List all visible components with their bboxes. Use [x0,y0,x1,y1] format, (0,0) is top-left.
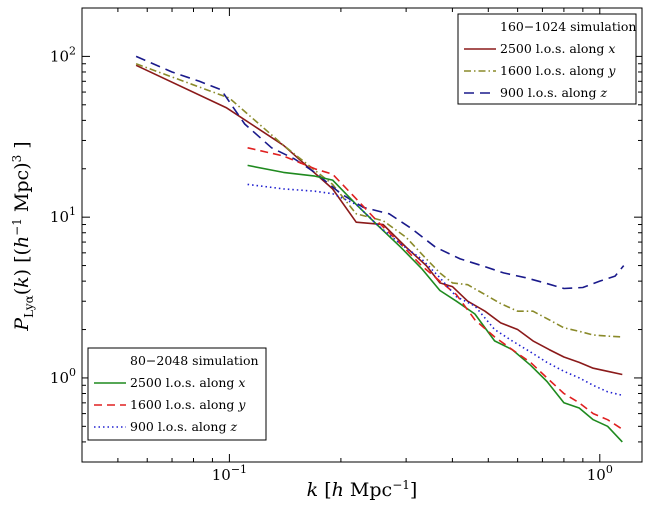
axis-ticks: 10−1 100 100 101 102 [50,7,642,484]
legend-label-s80z: 900 l.o.s. along z [130,419,237,434]
legend-label-s160x: 2500 l.o.s. along x [500,41,615,56]
x-tick-label: 100 [587,463,613,484]
legend-label-s80y: 1600 l.o.s. along y [130,397,246,412]
y-tick-label: 102 [50,44,76,65]
legend-title: 80−2048 simulation [130,353,259,368]
series-line-s160y [135,63,623,338]
legend-bottom-left: 80−2048 simulation 2500 l.o.s. along x 160… [87,347,267,441]
legends: 160−1024 simulation 2500 l.o.s. along x 16… [87,13,637,441]
legend-label-s80x: 2500 l.o.s. along x [130,375,245,390]
y-axis-label: PLyα(k) [(h−1 Mpc)3 ] [10,141,36,331]
legend-label-s160z: 900 l.o.s. along z [500,85,607,100]
legend-label-s160y: 1600 l.o.s. along y [500,63,616,78]
series-lines [135,55,625,443]
legend-box [87,347,267,441]
y-tick-label: 101 [50,205,76,226]
series-line-s80y [247,147,623,430]
series-line-s80z [247,183,623,397]
series-line-s160x [135,64,623,376]
x-tick-label: 10−1 [212,463,247,484]
legend-box [457,13,637,105]
series-line-s80x [247,164,623,443]
x-axis-label: k [h Mpc−1] [307,478,418,501]
plot-frame [81,7,643,463]
legend-top-right: 160−1024 simulation 2500 l.o.s. along x 16… [457,13,637,105]
y-tick-label: 100 [50,366,76,387]
legend-title: 160−1024 simulation [500,19,636,34]
series-line-s160z [135,55,625,290]
